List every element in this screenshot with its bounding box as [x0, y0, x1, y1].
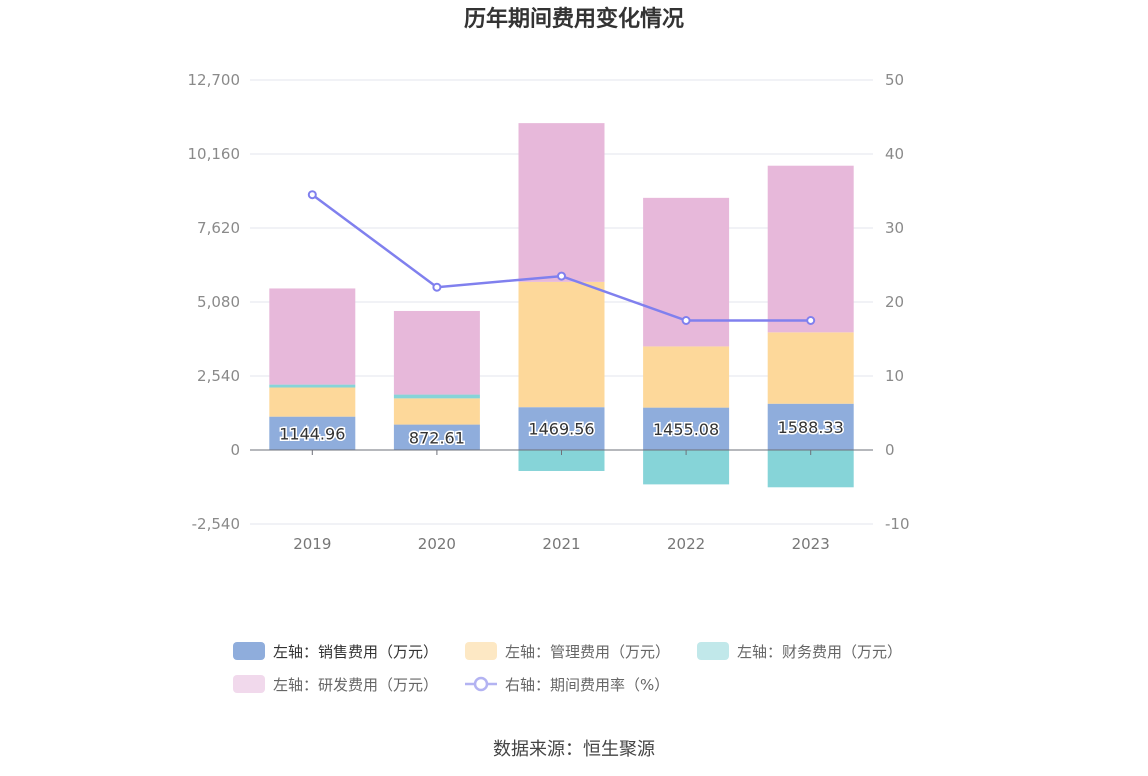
right-tick-label: 0 — [885, 441, 895, 459]
right-tick-label: 50 — [885, 71, 904, 89]
legend-label: 左轴：研发费用（万元） — [273, 676, 438, 694]
legend-swatch — [233, 642, 265, 660]
bar-1-2023 — [768, 332, 854, 403]
legend-swatch — [233, 675, 265, 693]
right-tick-label: 30 — [885, 219, 904, 237]
rate-point-2021 — [558, 273, 565, 280]
bar-3-2023 — [768, 166, 854, 333]
x-tick-label: 2022 — [667, 535, 705, 553]
legend-item-1[interactable]: 左轴：管理费用（万元） — [465, 642, 670, 661]
left-tick-label: 7,620 — [197, 219, 240, 237]
legend-line-marker — [475, 678, 487, 690]
x-axis-ticks: 2019 2020 2021 2022 2023 — [293, 535, 830, 553]
bar-1-2022 — [643, 346, 729, 407]
left-tick-label: -2,540 — [192, 515, 240, 533]
legend[interactable]: 左轴：销售费用（万元） 左轴：管理费用（万元） 左轴：财务费用（万元） 左轴：研发费用… — [233, 642, 902, 694]
right-tick-label: 10 — [885, 367, 904, 385]
legend-item-4[interactable]: 右轴：期间费用率（%） — [465, 676, 669, 694]
rate-point-2020 — [433, 284, 440, 291]
legend-item-2[interactable]: 左轴：财务费用（万元） — [697, 642, 902, 661]
bar-3-2020 — [394, 311, 480, 395]
bar-2-2023 — [768, 450, 854, 487]
x-tick-label: 2020 — [418, 535, 456, 553]
legend-item-3[interactable]: 左轴：研发费用（万元） — [233, 675, 438, 694]
bar-2-2020 — [394, 395, 480, 399]
bar-2-2022 — [643, 450, 729, 484]
legend-swatch — [697, 642, 729, 660]
rate-point-2019 — [309, 191, 316, 198]
right-axis-ticks: -10 0 10 20 30 40 50 — [885, 71, 910, 533]
right-tick-label: -10 — [885, 515, 910, 533]
data-label: 1469.56 — [528, 420, 594, 439]
data-label: 1588.33 — [778, 418, 844, 437]
x-tick-label: 2023 — [792, 535, 830, 553]
bar-1-2019 — [269, 388, 355, 417]
legend-label: 左轴：销售费用（万元） — [273, 643, 438, 661]
x-tick-label: 2019 — [293, 535, 331, 553]
x-tick-label: 2021 — [542, 535, 580, 553]
right-tick-label: 40 — [885, 145, 904, 163]
data-label: 1455.08 — [653, 420, 719, 439]
left-tick-label: 2,540 — [197, 367, 240, 385]
left-tick-label: 5,080 — [197, 293, 240, 311]
rate-point-2022 — [683, 317, 690, 324]
legend-label: 左轴：财务费用（万元） — [737, 643, 902, 661]
bar-1-2020 — [394, 398, 480, 424]
data-label: 872.61 — [409, 428, 465, 447]
left-tick-label: 10,160 — [188, 145, 241, 163]
legend-label: 右轴：期间费用率（%） — [505, 676, 669, 694]
left-tick-label: 0 — [230, 441, 240, 459]
legend-swatch — [465, 642, 497, 660]
bar-3-2019 — [269, 288, 355, 384]
chart-title: 历年期间费用变化情况 — [464, 6, 684, 32]
left-tick-label: 12,700 — [188, 71, 241, 89]
bar-2-2019 — [269, 385, 355, 388]
right-tick-label: 20 — [885, 293, 904, 311]
source-text: 数据来源：恒生聚源 — [493, 739, 655, 760]
data-label: 1144.96 — [279, 424, 345, 443]
bar-1-2021 — [519, 282, 605, 407]
bar-3-2021 — [519, 123, 605, 282]
rate-point-2023 — [807, 317, 814, 324]
legend-item-0[interactable]: 左轴：销售费用（万元） — [233, 642, 438, 661]
legend-label: 左轴：管理费用（万元） — [505, 643, 670, 661]
left-axis-ticks: -2,540 0 2,540 5,080 7,620 10,160 12,700 — [188, 71, 241, 533]
chart: 历年期间费用变化情况 -2,540 0 2,540 5,080 7,620 10,160 1… — [0, 0, 1148, 776]
